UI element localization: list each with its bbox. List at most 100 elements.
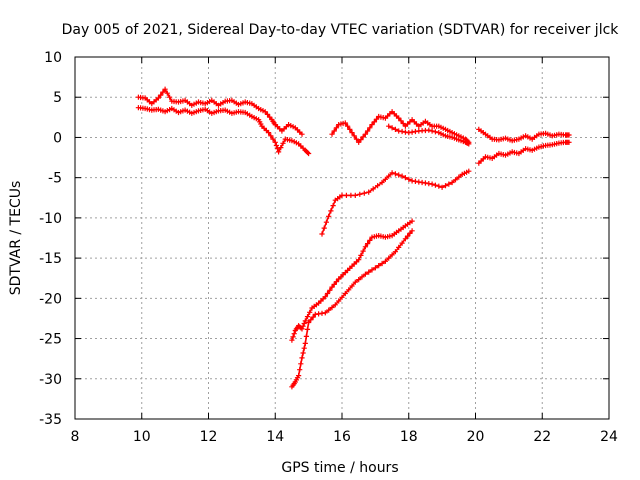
x-axis-label: GPS time / hours: [281, 460, 398, 476]
data-point: [306, 150, 312, 157]
series-arc-morning-lower: [135, 105, 312, 157]
data-point: [342, 120, 348, 126]
x-tick-label: 8: [71, 429, 80, 445]
series-arc-deep-left: [289, 218, 415, 343]
data-point: [266, 130, 272, 136]
data-point: [324, 290, 331, 297]
data-point: [299, 326, 305, 332]
series-arc-afternoon-lower: [386, 123, 472, 147]
data-point: [566, 132, 572, 138]
data-point: [301, 320, 307, 327]
data-point: [379, 179, 385, 186]
data-point: [328, 208, 334, 214]
y-tick-label: 0: [53, 130, 62, 146]
data-point: [167, 94, 173, 100]
series-line: [291, 230, 413, 388]
data-point: [326, 213, 332, 219]
data-point: [429, 128, 435, 134]
data-point: [396, 115, 402, 121]
data-point: [426, 127, 432, 133]
data-point: [439, 184, 445, 190]
data-point: [304, 314, 311, 320]
grid: [75, 57, 609, 419]
data-point: [456, 174, 462, 180]
data-point: [409, 228, 415, 234]
data-point: [366, 269, 372, 275]
data-point: [345, 123, 351, 129]
data-point: [330, 203, 336, 209]
data-point: [343, 192, 350, 198]
data-point: [289, 337, 295, 343]
data-point: [360, 134, 366, 140]
data-point: [342, 290, 348, 297]
data-point: [369, 122, 375, 128]
data-point: [353, 136, 360, 142]
y-tick-label: -25: [39, 332, 62, 348]
data-point: [399, 173, 405, 179]
data-point: [304, 149, 311, 156]
data-point: [400, 120, 406, 127]
data-point: [382, 176, 388, 182]
data-point: [358, 252, 364, 258]
data-point: [379, 260, 385, 267]
data-point: [327, 287, 333, 293]
x-tick-label: 10: [133, 429, 151, 445]
data-point: [356, 257, 362, 263]
y-tick-label: -10: [39, 211, 62, 227]
data-point: [466, 141, 472, 147]
data-point: [304, 326, 311, 332]
data-point: [365, 128, 371, 134]
data-point: [273, 142, 279, 149]
data-point: [436, 183, 442, 189]
data-point: [276, 149, 282, 155]
data-point: [449, 179, 455, 186]
data-point: [290, 334, 296, 340]
data-point: [375, 183, 381, 189]
data-point: [466, 168, 472, 174]
data-point: [386, 123, 392, 129]
data-point: [367, 237, 373, 243]
data-point: [274, 146, 281, 152]
data-point: [373, 116, 380, 122]
data-point: [389, 125, 395, 131]
data-point: [392, 171, 398, 177]
data-point: [162, 86, 168, 92]
data-point: [302, 318, 308, 324]
series-arc-deep-right: [289, 228, 415, 390]
data-point: [310, 314, 316, 320]
data-point: [361, 190, 367, 196]
y-tick-label: -5: [48, 171, 62, 187]
data-point: [429, 181, 435, 187]
y-tick-label: -20: [39, 291, 62, 307]
data-point: [367, 125, 373, 131]
data-point: [360, 248, 366, 254]
x-tick-label: 22: [533, 429, 551, 445]
y-tick-label: -15: [39, 251, 62, 267]
data-point: [356, 277, 362, 283]
data-point: [389, 252, 395, 258]
data-point: [432, 182, 439, 188]
data-point: [386, 173, 392, 179]
data-point: [405, 233, 411, 239]
data-point: [331, 128, 337, 134]
data-point: [291, 331, 297, 337]
y-tick-label: 10: [44, 50, 62, 66]
data-point: [300, 323, 306, 329]
series-arc-evening-lower: [476, 139, 572, 166]
data-point: [362, 271, 368, 277]
data-point: [398, 118, 404, 124]
data-point: [301, 345, 307, 351]
data-point: [329, 131, 335, 137]
data-point: [268, 133, 274, 139]
data-point: [351, 133, 357, 139]
data-point: [160, 89, 166, 95]
data-point: [362, 244, 368, 250]
data-point: [270, 136, 276, 142]
series-arc-afternoon-upper: [329, 109, 472, 145]
data-point: [339, 294, 345, 300]
data-point: [376, 263, 382, 269]
data-point: [347, 126, 353, 132]
data-point: [442, 183, 449, 189]
data-point: [339, 192, 345, 198]
data-point: [392, 126, 398, 132]
